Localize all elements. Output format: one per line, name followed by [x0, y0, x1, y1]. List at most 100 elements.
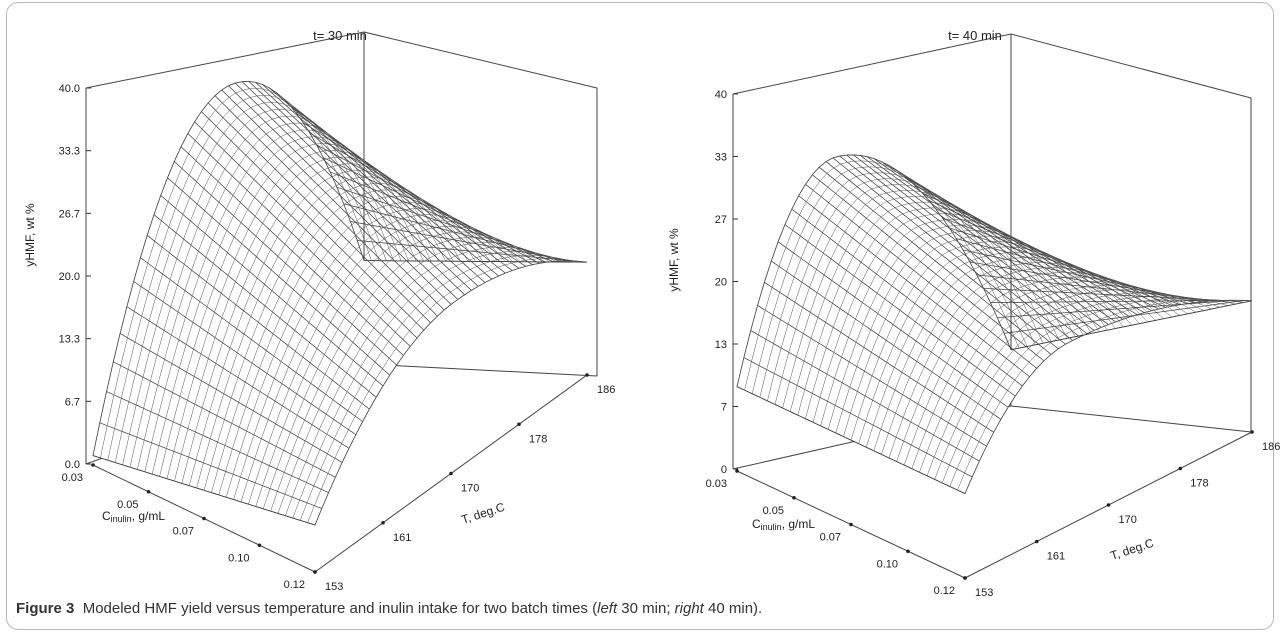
z-tick-label: 20 [715, 277, 727, 289]
figure-caption: Figure 3 Modeled HMF yield versus temper… [16, 600, 762, 617]
plot-title: t= 40 min [948, 28, 1002, 43]
caption-text: Modeled HMF yield versus temperature and… [82, 600, 598, 617]
c-tick-mark [906, 549, 910, 554]
t-tick-label: 178 [529, 433, 547, 445]
t-tick-mark [1106, 503, 1111, 507]
c-tick-label: 0.05 [117, 499, 138, 511]
c-tick-mark [792, 495, 796, 500]
surface-mesh-line [174, 156, 446, 482]
c-tick-mark [735, 469, 739, 473]
surface-mesh-line [292, 251, 565, 519]
t-tick-mark [313, 570, 317, 574]
c-tick-mark [202, 516, 206, 521]
z-axis-label: yHMF, wt % [667, 228, 681, 292]
t-tick-mark [1178, 466, 1183, 471]
t-tick-label: 186 [1262, 441, 1280, 453]
surface-mesh-line [835, 230, 1116, 434]
surface-mesh-line [166, 150, 439, 479]
surface-mesh-line [314, 260, 588, 526]
z-tick-label: 6.7 [65, 396, 80, 408]
surface-mesh-line [255, 226, 528, 507]
t-tick-label: 170 [461, 483, 479, 495]
t-tick-mark [517, 422, 521, 427]
z-tick-label: 7 [721, 402, 727, 414]
surface-mesh-line [196, 176, 469, 489]
z-tick-label: 26.7 [59, 208, 80, 220]
surface-mesh-line [114, 102, 387, 463]
z-tick-label: 20.0 [59, 271, 80, 283]
surface-mesh-line [122, 108, 394, 465]
z-tick-label: 13 [715, 339, 727, 351]
surface-mesh-line [751, 166, 1028, 394]
t-tick-mark [1250, 430, 1254, 434]
z-axis-label: yHMF, wt % [23, 203, 37, 267]
surface-mesh-line [767, 178, 1044, 401]
t-tick-mark [963, 576, 967, 580]
t-tick-mark [1034, 539, 1039, 544]
surface-mesh-line [858, 246, 1140, 444]
surface-mesh-line [888, 267, 1172, 459]
plot-box-edge [363, 31, 598, 89]
surface-mesh-line [248, 220, 521, 505]
surface-fill [736, 154, 1253, 495]
t-tick-mark [381, 520, 385, 525]
t-tick-label: 170 [1119, 514, 1137, 526]
z-tick-label: 13.3 [59, 334, 80, 346]
surface-mesh-line [144, 129, 417, 472]
surface-mesh-line [782, 190, 1060, 409]
t-tick-label: 153 [975, 587, 993, 599]
plot-box-edge [732, 33, 1012, 95]
z-tick-label: 40 [715, 89, 727, 101]
surface-mesh-line [797, 201, 1076, 416]
caption-text-b: 30 min; [617, 600, 675, 617]
plot-box-edge [85, 31, 365, 89]
surface-mesh-line [129, 115, 402, 468]
surface-mesh-line [262, 231, 536, 509]
surface-mesh-line [188, 170, 461, 486]
surface-mesh-line [107, 95, 380, 461]
surface-mesh-line [211, 189, 484, 493]
surface-mesh-line [843, 235, 1124, 437]
t-tick-label: 178 [1190, 478, 1208, 490]
y-axis-label: Cinulin, g/mL [752, 517, 815, 532]
surface-mesh-line [850, 241, 1132, 441]
surface-mesh-line [159, 143, 432, 477]
y-axis-label: Cinulin, g/mL [102, 509, 165, 524]
c-tick-label: 0.12 [284, 579, 305, 591]
surface-mesh-line [181, 163, 454, 484]
caption-label: Figure 3 [16, 600, 75, 617]
t-tick-mark [449, 471, 453, 476]
surface-mesh-line [820, 219, 1100, 426]
c-tick-label: 0.03 [62, 472, 83, 484]
surface-mesh-line [827, 224, 1108, 430]
c-tick-mark [849, 522, 853, 527]
caption-left: left [597, 600, 618, 617]
surface-mesh-line [789, 196, 1068, 412]
z-tick-label: 0.0 [65, 459, 80, 471]
z-tick-label: 27 [715, 214, 727, 226]
plot-box-edge [363, 363, 598, 377]
surface-mesh-line [203, 183, 476, 491]
surface-mesh-line [873, 257, 1156, 451]
t-tick-mark [585, 373, 589, 377]
surface-mesh-line [964, 300, 1253, 494]
t-tick-label: 153 [325, 581, 343, 593]
t-tick-label: 186 [597, 384, 615, 396]
surface-mesh-line [941, 295, 1228, 484]
surface-mesh-line [911, 281, 1196, 469]
x-axis-label: T, deg.C [1109, 536, 1156, 563]
surface-plot-30min: t= 30 min 0.06.713.320.026.733.340.00.03… [23, 28, 615, 593]
c-tick-label: 0.10 [228, 552, 249, 564]
c-tick-label: 0.07 [820, 532, 841, 544]
surface-mesh-line [151, 136, 424, 475]
surface-mesh-line [774, 184, 1052, 405]
z-tick-label: 33.3 [59, 146, 80, 158]
surface-mesh-line [92, 81, 365, 456]
c-tick-label: 0.07 [173, 526, 194, 538]
surface-mesh-line [137, 122, 409, 470]
c-tick-label: 0.10 [877, 558, 898, 570]
t-tick-label: 161 [1047, 551, 1065, 563]
surface-mesh-line [957, 299, 1244, 491]
surface-mesh-line [926, 289, 1212, 476]
